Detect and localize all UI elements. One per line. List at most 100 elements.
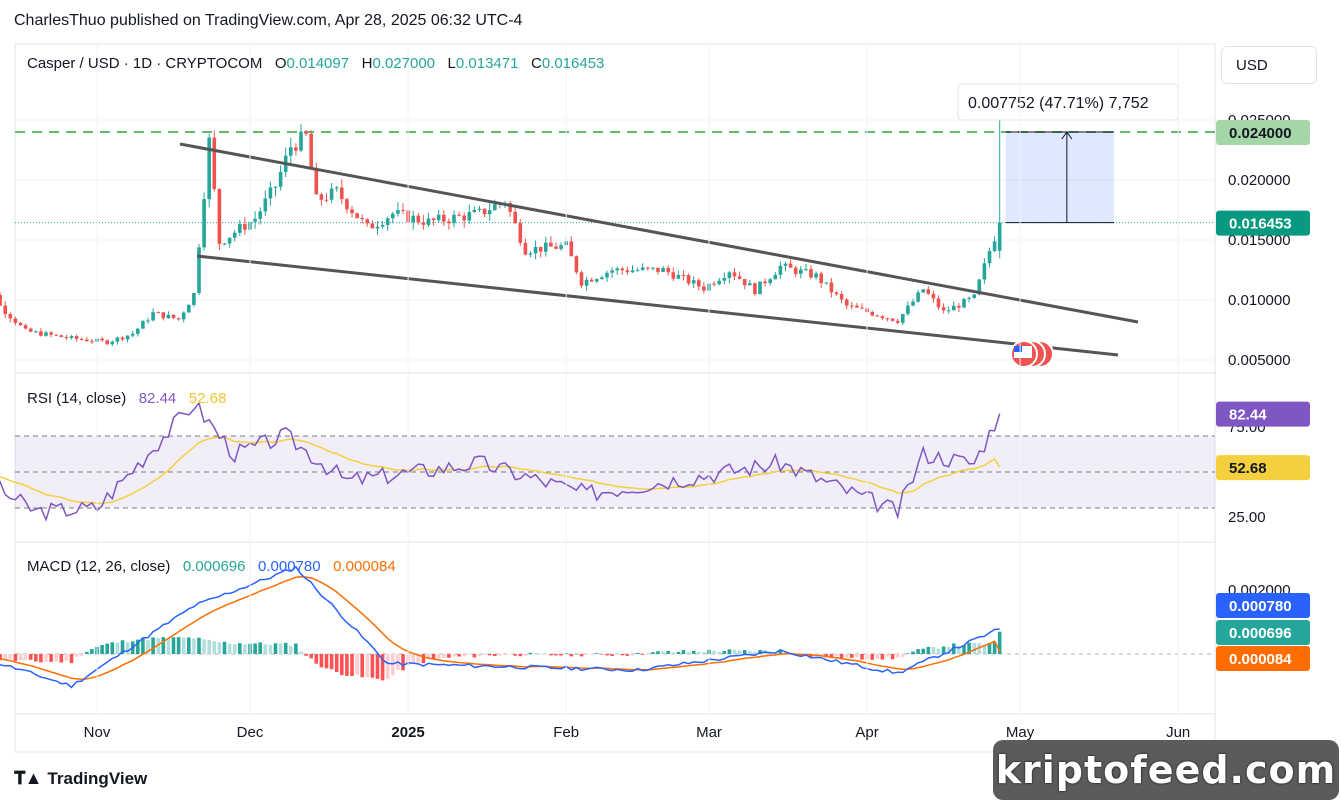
candle-body [635, 270, 640, 272]
candle-body [661, 267, 665, 272]
us-flag-canton [1014, 346, 1022, 352]
macd-histogram-bar [105, 643, 109, 654]
candle-body [197, 247, 201, 294]
macd-histogram-bar [880, 654, 885, 660]
candle-body [804, 269, 808, 271]
macd-histogram-bar [921, 648, 925, 654]
macd-histogram-bar [13, 654, 18, 661]
macd-histogram-bar [630, 654, 635, 656]
rsi-label[interactable]: RSI (14, close) [27, 390, 127, 407]
candle-body [962, 298, 966, 308]
candle-body [467, 212, 472, 221]
macd-histogram-bar [753, 651, 757, 654]
candle-body [513, 211, 517, 224]
tradingview-logo[interactable]: 𝐓▲ TradingView [14, 768, 147, 789]
macd-histogram-bar [987, 642, 992, 654]
candle-body [232, 232, 237, 238]
macd-histogram-bar [829, 654, 834, 659]
candle-body [860, 307, 864, 309]
watermark-badge: kriptofeed.com [993, 740, 1339, 800]
macd-histogram-bar [431, 654, 436, 660]
price-legend: Casper / USD · 1D · CRYPTOCOM O0.014097 … [27, 55, 604, 72]
candle-body [426, 218, 431, 225]
macd-histogram-bar [702, 652, 706, 654]
candle-body [243, 224, 247, 230]
candle-body [957, 305, 961, 308]
candle-body [334, 187, 339, 189]
candle-body [385, 218, 390, 226]
macd-histogram-bar [620, 654, 625, 656]
candle-body [23, 325, 28, 329]
macd-histogram-bar [946, 646, 951, 654]
rsi-ma-badge: 52.68 [1229, 460, 1267, 477]
macd-histogram-bar [28, 654, 33, 660]
candle-body [605, 272, 609, 278]
macd-histogram-bar [538, 653, 543, 655]
macd-histogram-bar [447, 654, 451, 658]
macd-histogram-bar [217, 642, 222, 654]
macd-histogram-bar [549, 654, 553, 656]
candle-body [875, 315, 880, 317]
macd-histogram-bar [401, 654, 405, 671]
macd-histogram-bar [329, 654, 334, 670]
rsi-ma-value: 52.68 [188, 390, 227, 407]
candle-body [324, 199, 329, 201]
macd-histogram-bar [977, 643, 982, 654]
macd-histogram-bar [268, 645, 273, 654]
macd-histogram-bar [727, 649, 732, 654]
candle-body [890, 318, 895, 321]
candle-body [967, 297, 971, 299]
candle-body [49, 332, 53, 335]
candle-body [625, 270, 630, 273]
candle-body [18, 322, 23, 326]
macd-histogram-bar [350, 654, 354, 676]
candle-body [238, 224, 242, 233]
macd-histogram-bar [232, 644, 237, 654]
symbol-label[interactable]: Casper / USD · 1D · CRYPTOCOM [27, 55, 263, 72]
candle-body [181, 312, 186, 320]
macd-histogram-bar [615, 654, 619, 655]
candle-body [799, 269, 803, 274]
time-axis-tick: Nov [84, 724, 111, 741]
candle-body [304, 131, 308, 134]
macd-histogram-bar [136, 639, 140, 654]
macd-histogram-bar [385, 654, 390, 679]
candle-body [493, 204, 497, 211]
candle-body [671, 272, 676, 279]
macd-histogram-bar [860, 654, 864, 660]
macd-histogram-bar [574, 653, 579, 655]
time-axis-tick: Feb [553, 724, 579, 741]
candle-body [100, 338, 104, 341]
macd-histogram-bar [171, 637, 176, 654]
candle-body [227, 237, 232, 244]
candle-body [166, 314, 171, 319]
candle-body [916, 292, 920, 302]
rsi-value: 82.44 [138, 390, 177, 407]
macd-histogram-bar [334, 654, 339, 672]
macd-histogram-bar [18, 654, 23, 661]
candle-body [39, 331, 43, 336]
candle-body [926, 289, 931, 294]
macd-label[interactable]: MACD (12, 26, close) [27, 558, 171, 575]
open-value: 0.014097 [286, 55, 350, 72]
candle-body [314, 168, 319, 195]
macd-signal-value: 0.000084 [333, 558, 396, 575]
macd-histogram-bar [283, 642, 288, 654]
candle-body [258, 211, 262, 219]
candle-body [819, 273, 823, 284]
candle-body [824, 282, 829, 284]
macd-histogram-bar [656, 651, 660, 654]
macd-histogram-bar [90, 649, 94, 654]
candle-body [462, 215, 466, 221]
macd-histogram-bar [187, 637, 191, 654]
candle-body [0, 294, 2, 306]
candle-body [187, 304, 191, 313]
candle-body [442, 214, 446, 222]
macd-histogram-bar [523, 654, 528, 656]
macd-histogram-bar [952, 643, 956, 654]
macd-histogram-bar [360, 654, 364, 678]
macd-histogram-bar [222, 641, 227, 654]
macd-signal-badge: 0.000084 [1229, 651, 1292, 668]
candle-body [753, 283, 757, 295]
currency-button[interactable]: USD [1221, 46, 1317, 84]
